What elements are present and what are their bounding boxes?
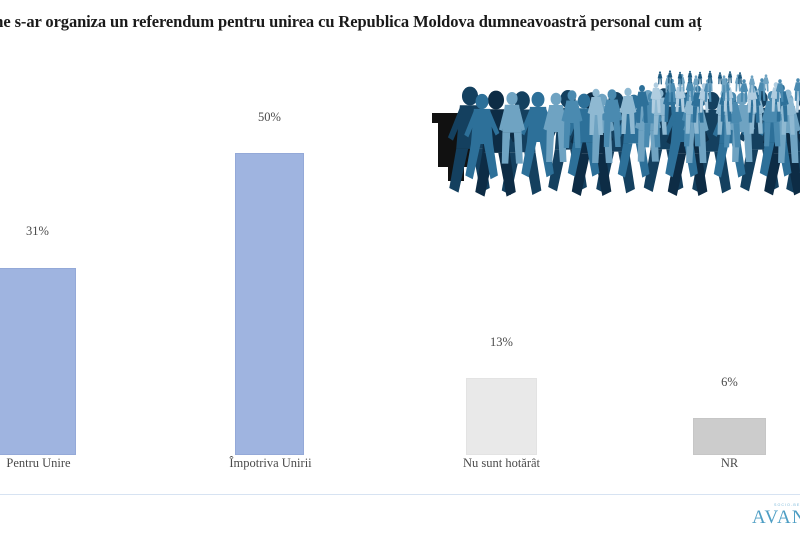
category-label-impotriva-unirii: Împotriva Unirii — [229, 456, 312, 470]
category-label-pentru-unire: Pentru Unire — [6, 456, 71, 470]
footer-divider — [0, 494, 800, 495]
chart-title: mâine s-ar organiza un referendum pentru… — [0, 12, 702, 31]
category-label-nr: NR — [720, 456, 739, 470]
brand-logo: SOCIO-BEHAVIORAL AVAN — [752, 503, 800, 528]
bar-pentru-unire[interactable] — [0, 268, 76, 455]
bar-value-nu-sunt-hotarat: 13% — [490, 335, 513, 349]
bars-layer: 31% 50% 13% 6% — [0, 55, 800, 455]
bar-nr[interactable] — [693, 418, 766, 455]
brand-tagline: SOCIO-BEHAVIORAL — [774, 503, 800, 507]
bar-nu-sunt-hotarat[interactable] — [466, 378, 537, 455]
bar-value-nr: 6% — [721, 375, 738, 389]
plot-area: 31% 50% 13% 6% — [0, 55, 800, 455]
bar-value-pentru-unire: 31% — [26, 224, 49, 238]
bar-value-impotriva-unirii: 50% — [258, 110, 281, 124]
brand-name: AVAN — [752, 507, 800, 528]
category-label-nu-sunt-hotarat: Nu sunt hotărât — [462, 456, 541, 470]
bar-impotriva-unirii[interactable] — [235, 153, 304, 455]
